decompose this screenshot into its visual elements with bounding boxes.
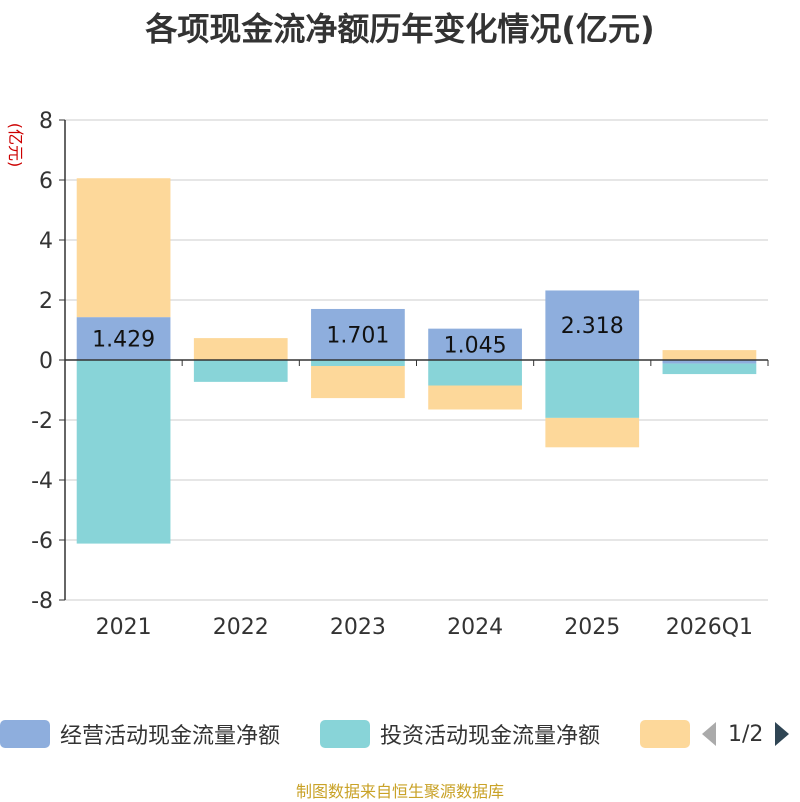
- bar-2023-s2[interactable]: [311, 366, 405, 398]
- y-axis-label: (亿元): [6, 123, 25, 168]
- chart-plot: 8 6 4 2 0 -2 -4 -6 -8 (亿元) 2021 2022 2023 2024 2025 202…: [0, 0, 800, 700]
- y-tick-label: -4: [31, 469, 53, 494]
- bar-2021-s2[interactable]: [77, 178, 171, 317]
- legend-item-operating[interactable]: 经营活动现金流量净额: [0, 712, 280, 756]
- legend: 经营活动现金流量净额 投资活动现金流量净额 1/2: [0, 712, 800, 756]
- legend-page-indicator: 1/2: [728, 722, 763, 747]
- data-label: 1.701: [326, 323, 389, 348]
- bar-2025-s2[interactable]: [545, 418, 639, 447]
- x-tick-label: 2024: [447, 615, 503, 640]
- legend-swatch-investing: [320, 720, 370, 748]
- bar-2024-s1[interactable]: [428, 360, 522, 386]
- bar-2026Q1-s2[interactable]: [663, 350, 757, 360]
- legend-item-investing[interactable]: 投资活动现金流量净额: [320, 712, 600, 756]
- data-label: 1.429: [92, 328, 155, 353]
- y-tick-label: 2: [39, 289, 53, 314]
- bar-2023-s1[interactable]: [311, 360, 405, 366]
- y-tick-label: -6: [31, 529, 53, 554]
- source-note: 制图数据来自恒生聚源数据库: [0, 778, 800, 802]
- x-tick-label: 2021: [96, 615, 152, 640]
- legend-label-investing: 投资活动现金流量净额: [380, 718, 600, 750]
- x-tick-label: 2026Q1: [666, 615, 753, 640]
- y-tick-label: 8: [39, 109, 53, 134]
- bar-2025-s1[interactable]: [545, 360, 639, 418]
- y-tick-label: 6: [39, 169, 53, 194]
- y-tick-label: 4: [39, 229, 53, 254]
- data-label: 1.045: [444, 333, 507, 358]
- bar-2022-s1[interactable]: [194, 360, 288, 382]
- next-page-icon[interactable]: [773, 720, 791, 748]
- prev-page-icon[interactable]: [700, 720, 718, 748]
- legend-pager: 1/2: [700, 712, 791, 756]
- legend-label-operating: 经营活动现金流量净额: [60, 718, 280, 750]
- legend-swatch-third: [640, 720, 690, 748]
- legend-item-third[interactable]: [640, 712, 700, 756]
- data-label: 2.318: [561, 314, 624, 339]
- bar-2026Q1-s1[interactable]: [663, 364, 757, 375]
- y-tick-label: 0: [39, 349, 53, 374]
- bar-2021-s1[interactable]: [77, 360, 171, 544]
- bar-2022-s2[interactable]: [194, 338, 288, 360]
- y-tick-label: -8: [31, 589, 53, 614]
- x-tick-label: 2023: [330, 615, 386, 640]
- bar-2024-s2[interactable]: [428, 386, 522, 410]
- x-tick-label: 2022: [213, 615, 269, 640]
- x-tick-label: 2025: [564, 615, 620, 640]
- legend-swatch-operating: [0, 720, 50, 748]
- y-tick-label: -2: [31, 409, 53, 434]
